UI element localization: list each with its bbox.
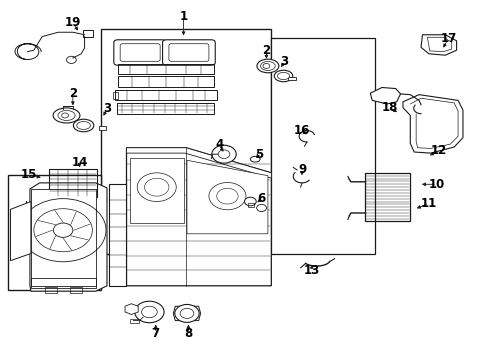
Bar (115, 90, 216, 100)
Ellipse shape (73, 119, 94, 132)
Ellipse shape (250, 156, 260, 162)
Text: 18: 18 (381, 101, 397, 114)
Text: 10: 10 (428, 178, 444, 191)
Polygon shape (126, 148, 271, 286)
Text: 3: 3 (102, 103, 111, 116)
Text: 7: 7 (151, 327, 160, 340)
Text: 17: 17 (439, 32, 455, 45)
Bar (31, 278, 96, 288)
Ellipse shape (260, 62, 275, 71)
Text: 2: 2 (262, 44, 270, 57)
Text: 6: 6 (257, 192, 265, 205)
Bar (41, 204, 61, 209)
Text: 4: 4 (215, 138, 223, 151)
Bar (49, 169, 97, 197)
Polygon shape (30, 183, 107, 291)
Ellipse shape (274, 70, 292, 82)
Bar (365, 173, 409, 221)
Polygon shape (125, 304, 138, 315)
Bar (117, 103, 214, 114)
Circle shape (218, 150, 229, 158)
Polygon shape (271, 39, 374, 253)
Circle shape (174, 305, 199, 322)
Bar (44, 287, 57, 293)
Circle shape (180, 309, 193, 319)
Polygon shape (126, 148, 271, 178)
Bar (82, 30, 93, 37)
Text: 13: 13 (303, 264, 319, 277)
Bar (248, 203, 254, 207)
Ellipse shape (256, 59, 278, 73)
Bar (130, 319, 139, 323)
Polygon shape (101, 30, 271, 253)
Circle shape (256, 204, 266, 212)
Text: 1: 1 (179, 10, 187, 23)
Polygon shape (186, 160, 267, 234)
Text: 8: 8 (184, 327, 192, 340)
Text: 15: 15 (21, 168, 37, 181)
Polygon shape (8, 175, 101, 291)
Ellipse shape (77, 122, 90, 130)
Text: 11: 11 (420, 197, 436, 210)
Text: 12: 12 (429, 144, 446, 157)
FancyBboxPatch shape (162, 40, 215, 65)
Ellipse shape (58, 111, 75, 121)
Circle shape (244, 197, 256, 206)
Text: 16: 16 (293, 124, 309, 137)
Polygon shape (10, 202, 31, 261)
Bar (70, 287, 82, 293)
Polygon shape (369, 87, 400, 104)
FancyBboxPatch shape (168, 44, 208, 61)
Text: 5: 5 (254, 148, 263, 161)
Bar (118, 64, 214, 74)
Polygon shape (402, 95, 462, 153)
Polygon shape (31, 189, 96, 286)
Circle shape (211, 145, 236, 163)
Polygon shape (109, 184, 126, 286)
Circle shape (142, 306, 157, 318)
Polygon shape (130, 158, 183, 223)
Bar (113, 92, 118, 99)
Text: 2: 2 (69, 87, 77, 100)
Bar (118, 76, 214, 87)
Polygon shape (99, 126, 105, 130)
Polygon shape (420, 35, 456, 55)
Circle shape (135, 301, 163, 323)
Text: 9: 9 (297, 163, 305, 176)
Polygon shape (288, 77, 295, 80)
Text: 19: 19 (64, 17, 81, 30)
Text: 14: 14 (71, 156, 88, 169)
Ellipse shape (53, 108, 80, 123)
Polygon shape (173, 306, 200, 320)
FancyBboxPatch shape (114, 40, 166, 65)
FancyBboxPatch shape (120, 44, 160, 61)
Text: 3: 3 (280, 55, 288, 68)
Ellipse shape (277, 72, 289, 80)
Polygon shape (427, 37, 451, 51)
